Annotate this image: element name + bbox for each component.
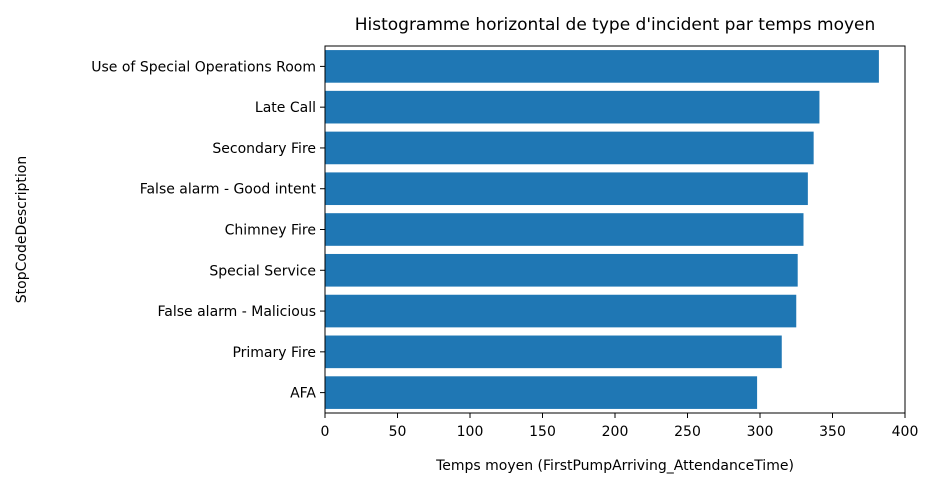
bars-group	[325, 50, 879, 409]
bar-4	[325, 213, 804, 246]
y-axis-ticks: Use of Special Operations Room Late Call S…	[91, 59, 325, 402]
bar-8	[325, 376, 758, 409]
y-tick-label: Chimney Fire	[225, 223, 316, 239]
y-tick-label: Secondary Fire	[212, 141, 316, 157]
bar-0	[325, 50, 879, 83]
y-tick-label: False alarm - Good intent	[140, 182, 317, 198]
x-tick-label: 200	[602, 424, 629, 440]
x-tick-label: 50	[389, 424, 407, 440]
y-tick-label: AFA	[290, 386, 316, 402]
plot-frame	[324, 45, 906, 414]
x-tick-label: 400	[892, 424, 919, 440]
y-tick-label: Use of Special Operations Room	[91, 59, 316, 75]
x-tick-label: 100	[457, 424, 484, 440]
x-tick-label: 250	[674, 424, 701, 440]
x-axis-ticks: 0 50 100 150 200 250 300 350 400	[321, 413, 919, 440]
y-axis-label: StopCodeDescription	[14, 156, 30, 303]
y-tick-label: Late Call	[255, 100, 316, 116]
chart-title: Histogramme horizontal de type d'inciden…	[355, 15, 876, 35]
x-tick-label: 0	[321, 424, 330, 440]
x-tick-label: 150	[529, 424, 556, 440]
x-axis-label: Temps moyen (FirstPumpArriving_Attendanc…	[435, 458, 794, 474]
y-tick-label: False alarm - Malicious	[158, 304, 317, 320]
bar-3	[325, 172, 808, 206]
bar-5	[325, 253, 798, 287]
bar-7	[325, 335, 782, 369]
bar-1	[325, 90, 820, 124]
y-tick-label: Special Service	[209, 263, 316, 279]
x-tick-label: 300	[747, 424, 774, 440]
y-tick-label: Primary Fire	[232, 345, 316, 361]
x-tick-label: 350	[819, 424, 846, 440]
bar-6	[325, 294, 797, 328]
bar-2	[325, 131, 814, 165]
